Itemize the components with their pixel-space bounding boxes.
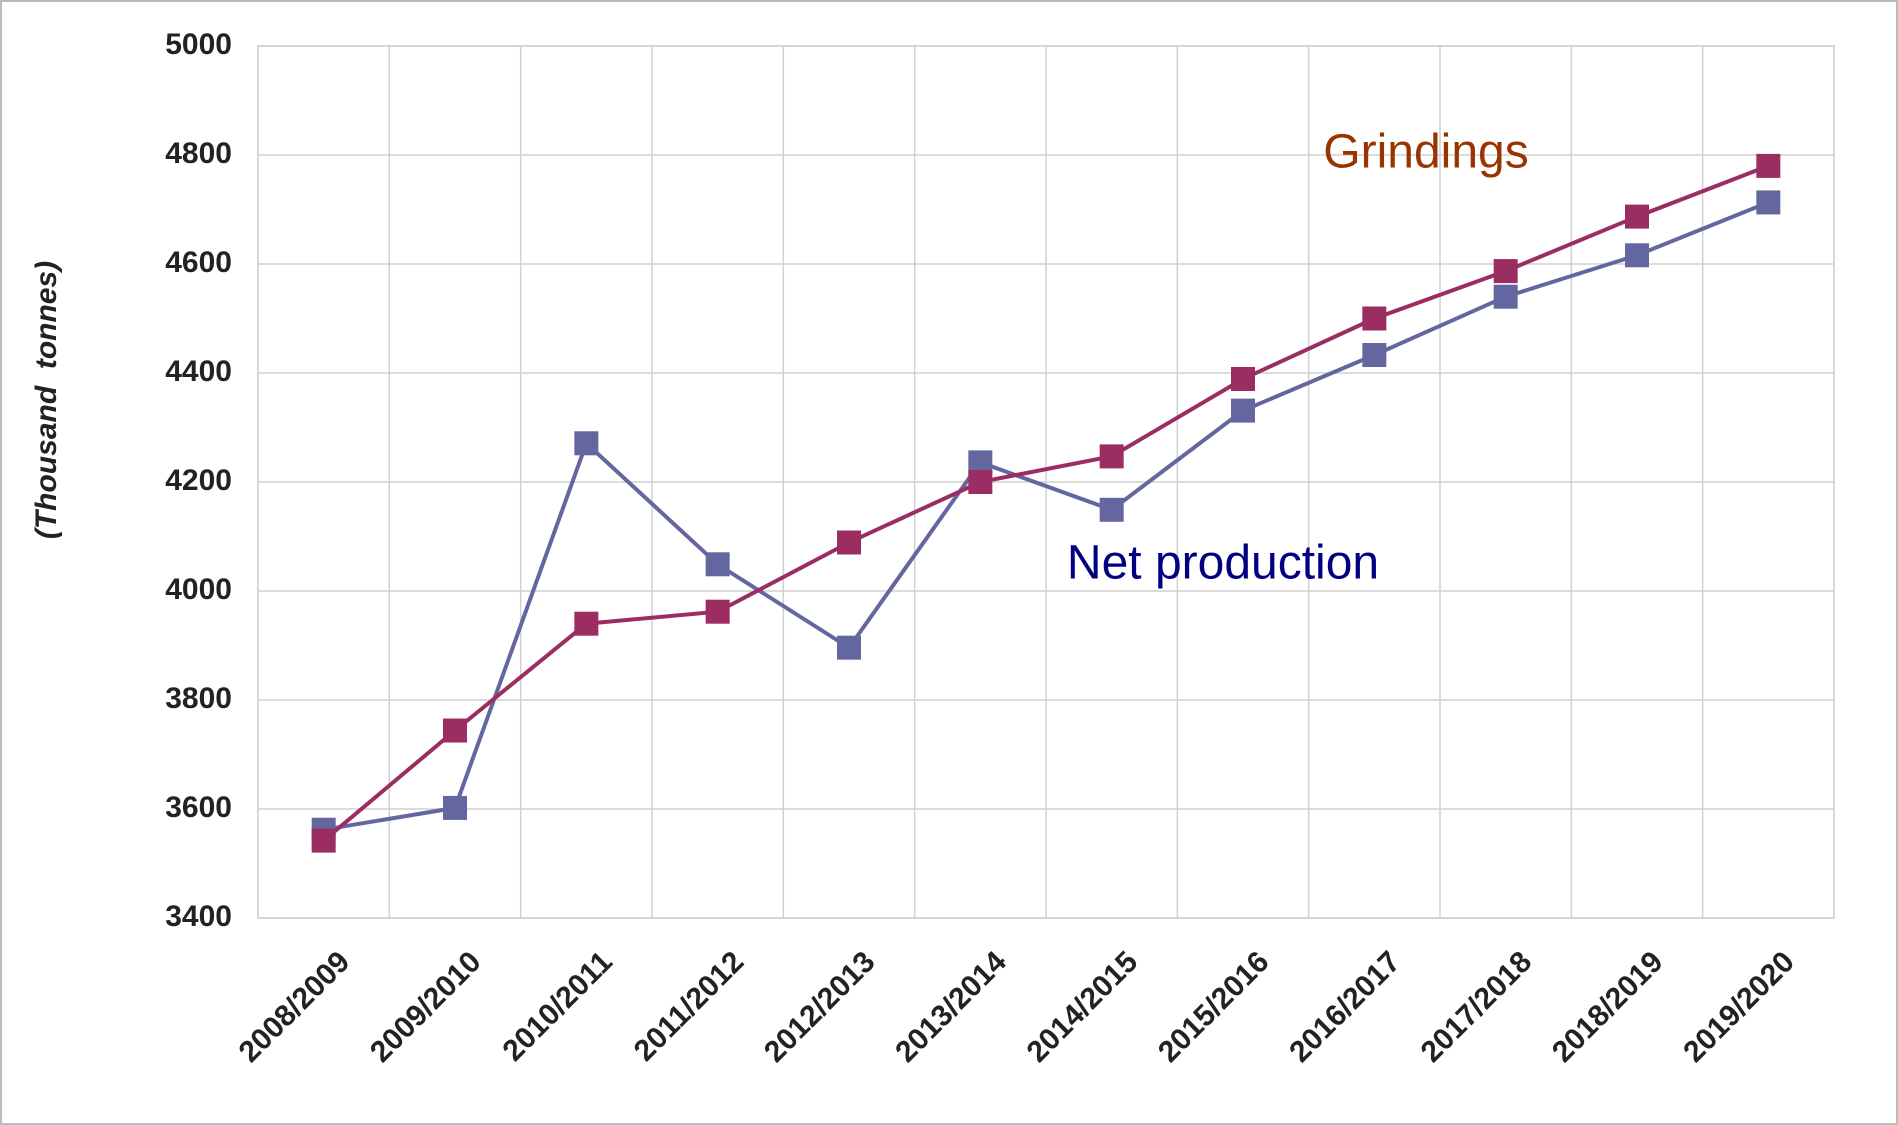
y-tick-label: 3800 [165,682,232,715]
y-tick-label: 3400 [165,900,232,933]
y-tick-label: 5000 [165,28,232,61]
x-tick-label: 2018/2019 [1546,945,1670,1069]
marker [1362,306,1387,331]
marker [1756,190,1781,215]
y-tick-label: 4200 [165,464,232,497]
x-tick-label: 2013/2014 [889,945,1013,1069]
x-tick-label: 2008/2009 [233,945,357,1069]
marker [443,718,467,743]
marker [1362,343,1387,368]
marker [574,431,599,456]
marker [1099,444,1124,469]
marker [1231,366,1255,391]
marker [1756,153,1781,178]
marker [837,635,861,660]
y-axis-label: (Thousand tonnes) [30,261,63,539]
x-tick-label: 2011/2012 [628,945,750,1067]
y-tick-label: 4600 [165,246,232,279]
marker [443,795,467,820]
x-tick-label: 2019/2020 [1677,945,1801,1069]
x-tick-label: 2016/2017 [1283,945,1407,1069]
x-tick-label: 2017/2018 [1415,945,1539,1069]
y-tick-label: 3600 [165,791,232,824]
marker [1625,204,1649,229]
series-line [322,164,1770,843]
x-tick-label: 2014/2015 [1021,945,1145,1069]
x-tick-label: 2012/2013 [758,945,882,1069]
marker [311,828,336,853]
marker [837,530,861,555]
marker [574,611,599,636]
y-tick-label: 4000 [165,573,232,606]
marker [1625,243,1649,268]
marker [705,599,730,624]
y-tick-label: 4400 [165,355,232,388]
marker [705,552,730,577]
x-tick-label: 2010/2011 [496,945,618,1067]
series-label: Grindings [1323,126,1528,179]
marker [968,470,993,494]
y-tick-label: 4800 [165,137,232,170]
marker [1231,398,1255,423]
marker [1099,497,1124,522]
marker [1493,259,1518,284]
series-line [323,200,1770,832]
x-tick-label: 2009/2010 [364,945,488,1069]
marker [1493,284,1518,309]
x-tick-label: 2015/2016 [1152,945,1276,1069]
series-label: Net production [1067,537,1379,590]
